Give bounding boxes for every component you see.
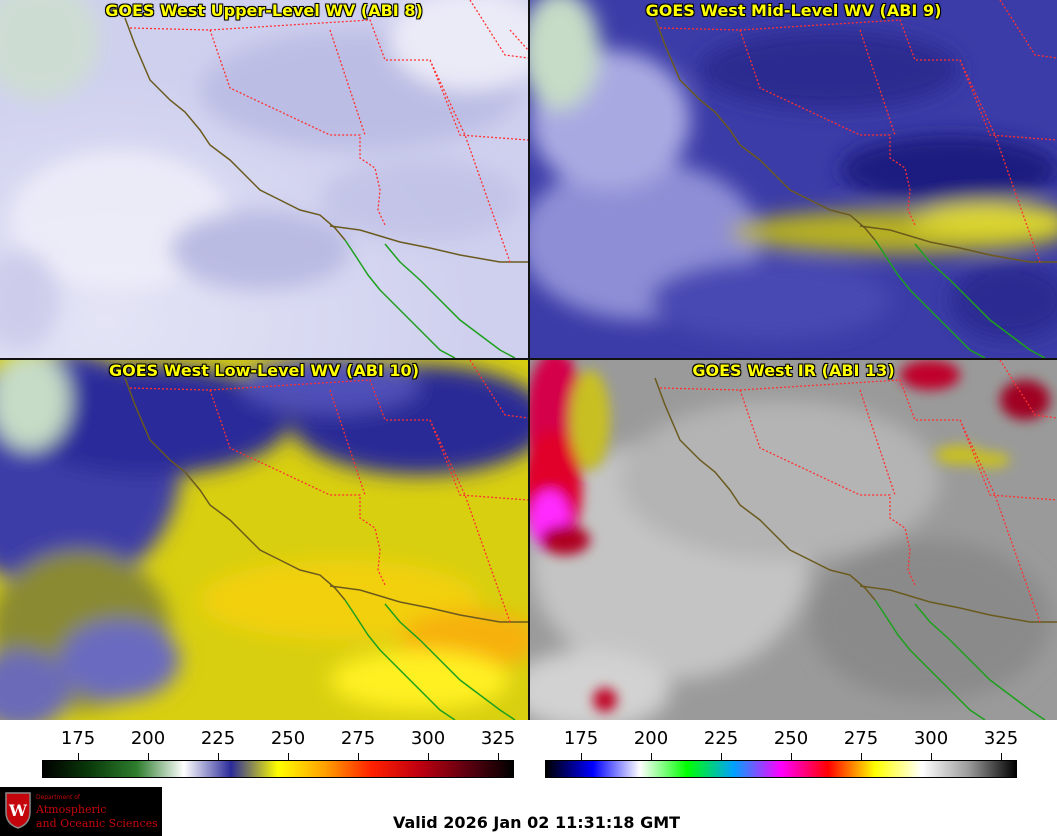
svg-text:W: W [8, 801, 28, 820]
low-level-wv-image [0, 360, 528, 720]
logo-oceanic-text: and Oceanic Sciences [36, 817, 158, 830]
wv-colorbar-tick-labels: 175 200 225 250 275 300 325 [42, 728, 516, 752]
wv-tickmark [498, 753, 499, 760]
ir-tick-label: 275 [843, 728, 879, 749]
ir-tickmark [791, 753, 792, 760]
logo-department-text: Department of [36, 794, 80, 801]
ir-colorbar [545, 760, 1017, 778]
panel-ir: GOES West IR (ABI 13) [530, 360, 1057, 720]
wv-tickmark [148, 753, 149, 760]
wv-tick-label: 300 [410, 728, 446, 749]
wv-tick-label: 225 [200, 728, 236, 749]
wv-tick-label: 325 [480, 728, 516, 749]
uw-crest-icon: W [5, 792, 31, 829]
logo-atmospheric-text: Atmospheric [36, 803, 107, 816]
wv-tick-label: 250 [270, 728, 306, 749]
wv-colorbar [42, 760, 514, 778]
ir-tickmark [581, 753, 582, 760]
panel-title-upper-level-wv: GOES West Upper-Level WV (ABI 8) [105, 1, 423, 20]
panel-title-mid-level-wv: GOES West Mid-Level WV (ABI 9) [645, 1, 942, 20]
ir-tick-label: 175 [563, 728, 599, 749]
ir-tick-label: 225 [703, 728, 739, 749]
ir-tickmark [861, 753, 862, 760]
panel-upper-level-wv: GOES West Upper-Level WV (ABI 8) [0, 0, 528, 358]
ir-tick-label: 200 [633, 728, 669, 749]
upper-level-wv-borders [124, 0, 528, 358]
wv-tick-label: 200 [130, 728, 166, 749]
ir-tickmark [721, 753, 722, 760]
panel-divider-horizontal [0, 358, 1057, 360]
wv-tick-label: 175 [60, 728, 96, 749]
ir-tick-label: 325 [983, 728, 1019, 749]
wv-tickmark [288, 753, 289, 760]
ir-borders [654, 360, 1057, 720]
wv-tickmark [358, 753, 359, 760]
ir-colorbar-tickmarks [545, 753, 1017, 760]
ir-tickmark [931, 753, 932, 760]
mid-level-wv-borders [654, 0, 1057, 358]
aos-logo[interactable]: W Department of Atmospheric and Oceanic … [0, 787, 162, 836]
wv-colorbar-tickmarks [42, 753, 514, 760]
ir-tick-label: 300 [913, 728, 949, 749]
ir-tick-label: 250 [773, 728, 809, 749]
panel-title-ir: GOES West IR (ABI 13) [692, 361, 895, 380]
panel-mid-level-wv: GOES West Mid-Level WV (ABI 9) [530, 0, 1057, 358]
upper-level-wv-image [0, 0, 528, 358]
low-level-wv-borders [124, 360, 528, 720]
wv-tickmark [218, 753, 219, 760]
wv-tickmark [428, 753, 429, 760]
panel-title-low-level-wv: GOES West Low-Level WV (ABI 10) [108, 361, 419, 380]
valid-time-label: Valid 2026 Jan 02 11:31:18 GMT [393, 813, 681, 832]
ir-colorbar-tick-labels: 175 200 225 250 275 300 325 [545, 728, 1019, 752]
ir-tickmark [1001, 753, 1002, 760]
panel-divider-vertical [528, 0, 530, 720]
wv-tickmark [78, 753, 79, 760]
panel-low-level-wv: GOES West Low-Level WV (ABI 10) [0, 360, 528, 720]
wv-tick-label: 275 [340, 728, 376, 749]
ir-tickmark [651, 753, 652, 760]
